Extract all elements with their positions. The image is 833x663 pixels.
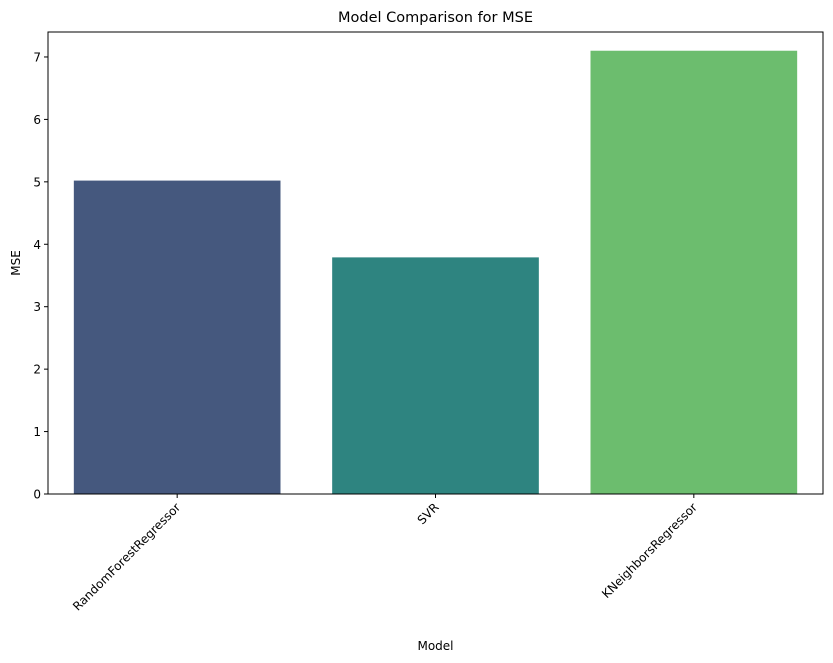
y-tick-label: 5 xyxy=(33,175,41,189)
y-tick-label: 0 xyxy=(33,488,41,502)
x-axis-label: Model xyxy=(417,639,453,653)
bar-svr xyxy=(332,257,539,494)
plot-area: 0 1 2 3 4 5 6 7 RandomForestRegressor SVR KNeighb… xyxy=(33,31,824,613)
y-tick-label: 4 xyxy=(33,238,41,252)
y-axis-label: MSE xyxy=(9,250,23,276)
x-tick-label-randomforestregressor: RandomForestRegressor xyxy=(70,500,183,613)
x-tick-label-svr: SVR xyxy=(415,500,442,527)
y-tick-label: 2 xyxy=(33,363,41,377)
y-tick-label: 7 xyxy=(33,50,41,64)
y-tick-label: 6 xyxy=(33,113,41,127)
bar-kneighborsregressor xyxy=(590,50,798,494)
bar-randomforestregressor xyxy=(73,180,281,494)
y-tick-label: 1 xyxy=(33,425,41,439)
bars-group xyxy=(73,50,798,494)
x-axis-ticks: RandomForestRegressor SVR KNeighborsRegres… xyxy=(70,494,700,613)
y-axis-ticks: 0 1 2 3 4 5 6 7 xyxy=(33,50,48,502)
y-tick-label: 3 xyxy=(33,300,41,314)
x-tick-label-kneighborsregressor: KNeighborsRegressor xyxy=(599,500,700,601)
chart-title: Model Comparison for MSE xyxy=(338,10,533,26)
